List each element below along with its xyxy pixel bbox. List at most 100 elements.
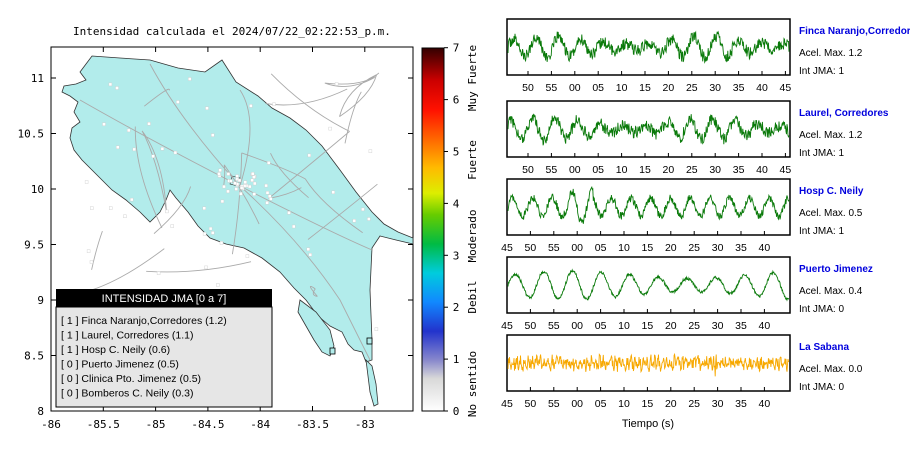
- trace-tick-label: 25: [686, 164, 698, 176]
- town-marker: [245, 254, 250, 258]
- jma-intensity-label: Int JMA: 0: [799, 382, 844, 393]
- colorbar-tick-label: 7: [453, 42, 460, 55]
- trace-tick-label: 10: [618, 398, 630, 410]
- town-marker: [165, 209, 169, 214]
- station-name: Finca Naranjo,Corredor: [799, 26, 910, 37]
- trace-tick-label: 10: [616, 164, 628, 176]
- trace-tick-label: 25: [688, 242, 700, 254]
- town-marker: [204, 265, 208, 270]
- town-marker: [250, 172, 255, 176]
- trace-tick-label: 55: [548, 320, 560, 332]
- trace-tick-label: 25: [686, 82, 698, 94]
- colorbar-category-label: Fuerte: [466, 140, 479, 180]
- town-marker: [292, 224, 296, 229]
- town-marker: [222, 184, 226, 189]
- station-name: Hosp C. Neily: [799, 186, 864, 197]
- town-marker: [102, 122, 106, 126]
- trace-tick-label: 50: [525, 398, 537, 410]
- map-y-tick-label: 8.5: [24, 350, 44, 363]
- town-marker: [334, 82, 339, 86]
- island: [329, 347, 336, 355]
- town-marker: [132, 147, 136, 152]
- town-marker: [237, 178, 242, 183]
- map-y-tick-label: 10: [31, 183, 44, 196]
- legend-item: [ 0 ] Bomberos C. Neily (0.3): [61, 388, 193, 400]
- town-marker: [239, 185, 244, 190]
- trace-tick-label: 30: [712, 398, 724, 410]
- trace-tick-label: 55: [548, 242, 560, 254]
- map-title: Intensidad calculada el 2024/07/22_02:22…: [73, 25, 391, 38]
- trace-tick-label: 50: [522, 164, 534, 176]
- trace-tick-label: 20: [663, 82, 675, 94]
- town-marker: [234, 187, 238, 191]
- town-marker: [287, 211, 291, 215]
- trace-tick-label: 15: [639, 82, 651, 94]
- intensity-legend: INTENSIDAD JMA [0 a 7] [ 1 ] Finca Naran…: [55, 289, 273, 408]
- trace-tick-label: 00: [571, 398, 583, 410]
- trace-tick-label: 45: [501, 320, 513, 332]
- map-x-ticks: -86 -85.5 -85 -84.5 -84 -83.5 -83: [41, 47, 375, 431]
- colorbar-category-label: Debil: [466, 280, 479, 313]
- colorbar: 0 1 2 3 4 5 6 7 No sentido Debil Moderado Fuerte Mu…: [421, 42, 479, 418]
- waveform-line: [507, 30, 790, 64]
- town-marker: [250, 178, 254, 183]
- town-marker: [173, 150, 178, 155]
- town-marker: [123, 214, 127, 219]
- map-x-tick-label: -85: [146, 418, 166, 431]
- jma-intensity-label: Int JMA: 1: [799, 226, 844, 237]
- trace-frame: [506, 334, 791, 392]
- trace-tick-label: 40: [759, 320, 771, 332]
- town-marker: [235, 174, 239, 178]
- map-x-tick-label: -83: [355, 418, 375, 431]
- map-x-tick-label: -84: [250, 418, 270, 431]
- trace-tick-label: 00: [569, 164, 581, 176]
- trace-tick-label: 50: [525, 242, 537, 254]
- legend-body: [55, 306, 273, 408]
- trace-tick-label: 35: [735, 242, 747, 254]
- colorbar-gradient: [421, 47, 445, 412]
- trace-tick-label: 45: [501, 398, 513, 410]
- trace-tick-label: 40: [756, 82, 768, 94]
- trace-tick-label: 25: [688, 398, 700, 410]
- colorbar-tick-label: 6: [453, 94, 460, 107]
- legend-title: INTENSIDAD JMA [0 a 7]: [102, 293, 227, 305]
- trace-tick-label: 20: [665, 320, 677, 332]
- trace-tick-label: 50: [525, 320, 537, 332]
- town-marker: [218, 168, 222, 172]
- trace-tick-label: 20: [665, 398, 677, 410]
- trace-tick-label: 15: [642, 242, 654, 254]
- town-marker: [264, 183, 268, 188]
- trace-tick-label: 40: [756, 164, 768, 176]
- town-marker: [156, 271, 161, 275]
- town-marker: [361, 207, 365, 212]
- trace-tick-label: 00: [571, 242, 583, 254]
- trace-tick-label: 40: [759, 242, 771, 254]
- colorbar-categories: No sentido Debil Moderado Fuerte Muy Fuerte: [466, 45, 479, 417]
- trace-tick-label: 30: [709, 164, 721, 176]
- town-marker: [86, 249, 91, 253]
- trace-panel: 45 50 55 00 05 10 15 20 25 30 35 40 La Sabana Acel. M…: [501, 334, 863, 410]
- town-marker: [331, 190, 335, 195]
- waveform-line: [507, 352, 790, 377]
- trace-tick-label: 20: [663, 164, 675, 176]
- accel-max-label: Acel. Max. 0.5: [799, 208, 863, 219]
- town-marker: [216, 283, 220, 287]
- town-marker: [368, 149, 373, 153]
- trace-tick-label: 30: [712, 242, 724, 254]
- town-marker: [247, 184, 252, 189]
- trace-tick-label: 45: [501, 242, 513, 254]
- trace-tick-label: 15: [642, 398, 654, 410]
- legend-header: [56, 289, 272, 307]
- town-marker: [265, 201, 269, 205]
- trace-tick-label: 25: [688, 320, 700, 332]
- colorbar-tick-label: 4: [453, 197, 460, 210]
- legend-items: [ 1 ] Finca Naranjo,Corredores (1.2) [ 1 …: [61, 315, 227, 400]
- legend-item: [ 0 ] Clinica Pto. Jimenez (0.5): [61, 373, 201, 385]
- trace-frame: [506, 18, 791, 76]
- town-marker: [202, 206, 206, 211]
- traces-xlabel: Tiempo (s): [622, 418, 674, 430]
- waveform-line: [507, 268, 790, 302]
- town-marker: [308, 253, 312, 257]
- town-marker: [108, 82, 113, 87]
- town-marker: [116, 145, 120, 150]
